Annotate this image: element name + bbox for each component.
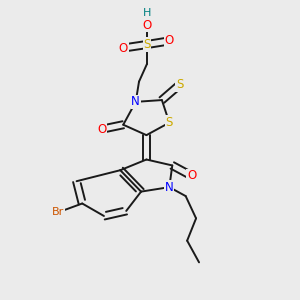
Text: S: S: [176, 78, 183, 91]
Text: O: O: [142, 19, 152, 32]
Text: O: O: [187, 169, 196, 182]
Text: O: O: [118, 42, 128, 55]
Text: Br: Br: [52, 207, 64, 218]
Text: S: S: [143, 38, 151, 51]
Text: H: H: [143, 8, 151, 18]
Text: S: S: [166, 116, 173, 129]
Text: N: N: [131, 95, 140, 108]
Text: O: O: [97, 123, 106, 136]
Text: N: N: [165, 181, 174, 194]
Text: O: O: [165, 34, 174, 47]
